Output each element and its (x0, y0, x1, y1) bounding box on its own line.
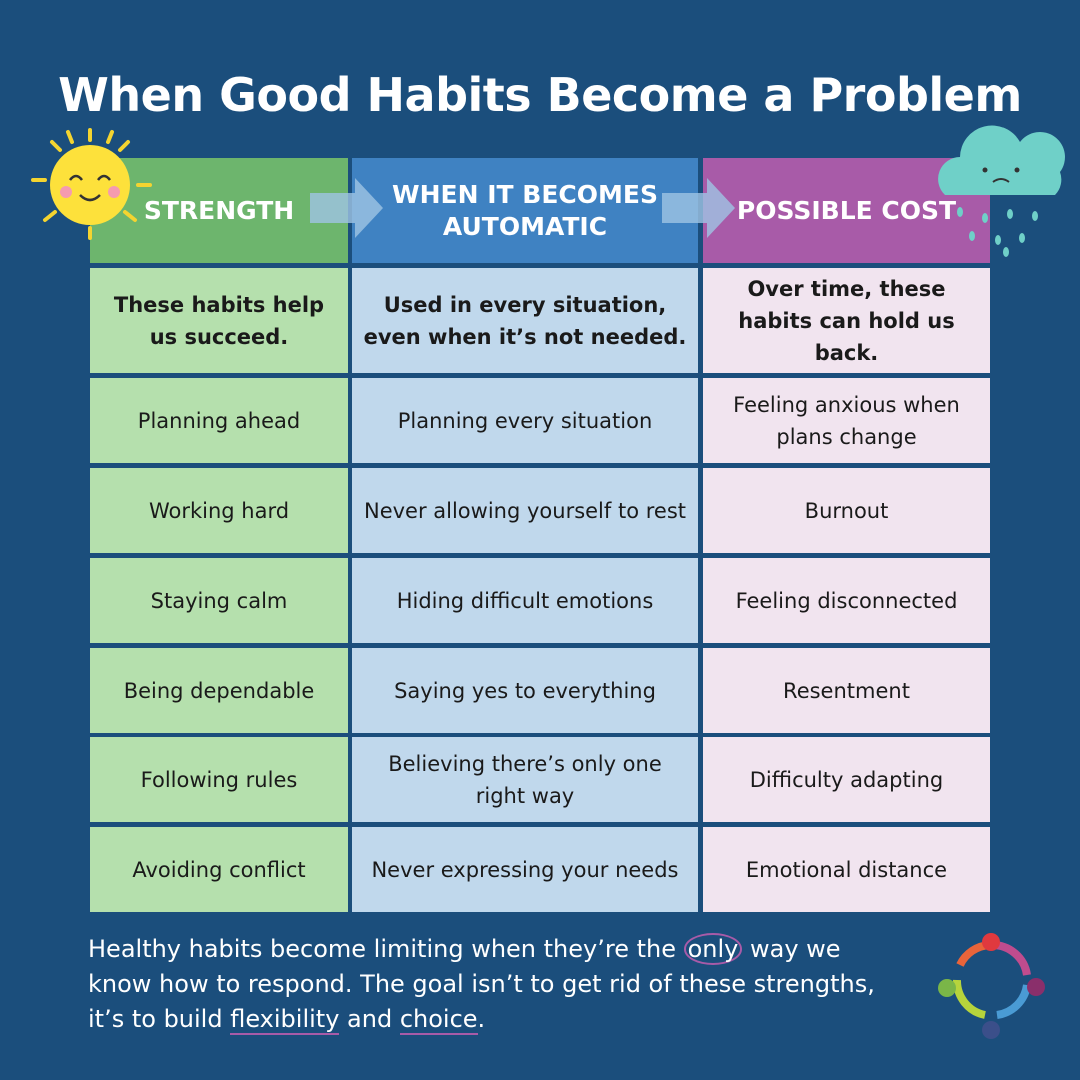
column-header: WHEN IT BECOMES AUTOMATIC (352, 158, 698, 263)
footer-text: and (339, 1005, 400, 1033)
column-header: POSSIBLE COST (703, 158, 990, 263)
table-cell: Burnout (703, 468, 990, 553)
footer-text: choice (399, 1005, 478, 1035)
table-cell: Saying yes to everything (352, 648, 698, 733)
table-cell: Believing there’s only one right way (352, 737, 698, 822)
table-cell: Resentment (703, 648, 990, 733)
table-cell: Never expressing your needs (352, 827, 698, 912)
column-subheader: Used in every situation, even when it’s … (352, 268, 698, 373)
table-cell: Planning every situation (352, 378, 698, 463)
footer-text: Healthy habits become limiting when they… (88, 935, 684, 963)
title: When Good Habits Become a Problem (58, 68, 1022, 122)
table-cell: Staying calm (90, 558, 348, 643)
table-cell: Being dependable (90, 648, 348, 733)
footer-text: way we know how to respond. The goal isn… (88, 935, 875, 1033)
footer-text: only (683, 933, 743, 965)
table-cell: Working hard (90, 468, 348, 553)
logo (938, 933, 1045, 1039)
column-subheader: These habits help us succeed. (90, 268, 348, 373)
table-cell: Emotional distance (703, 827, 990, 912)
column-header: STRENGTH (90, 158, 348, 263)
footer-text: flexibility (230, 1005, 340, 1035)
table-cell: Following rules (90, 737, 348, 822)
footer: Healthy habits become limiting when they… (88, 932, 908, 1037)
table-cell: Difficulty adapting (703, 737, 990, 822)
table-cell: Avoiding conflict (90, 827, 348, 912)
table-cell: Hiding difficult emotions (352, 558, 698, 643)
table-cell: Planning ahead (90, 378, 348, 463)
table-cell: Never allowing yourself to rest (352, 468, 698, 553)
table-cell: Feeling disconnected (703, 558, 990, 643)
table-cell: Feeling anxious when plans change (703, 378, 990, 463)
column-subheader: Over time, these habits can hold us back… (703, 268, 990, 373)
footer-text: . (477, 1005, 486, 1033)
